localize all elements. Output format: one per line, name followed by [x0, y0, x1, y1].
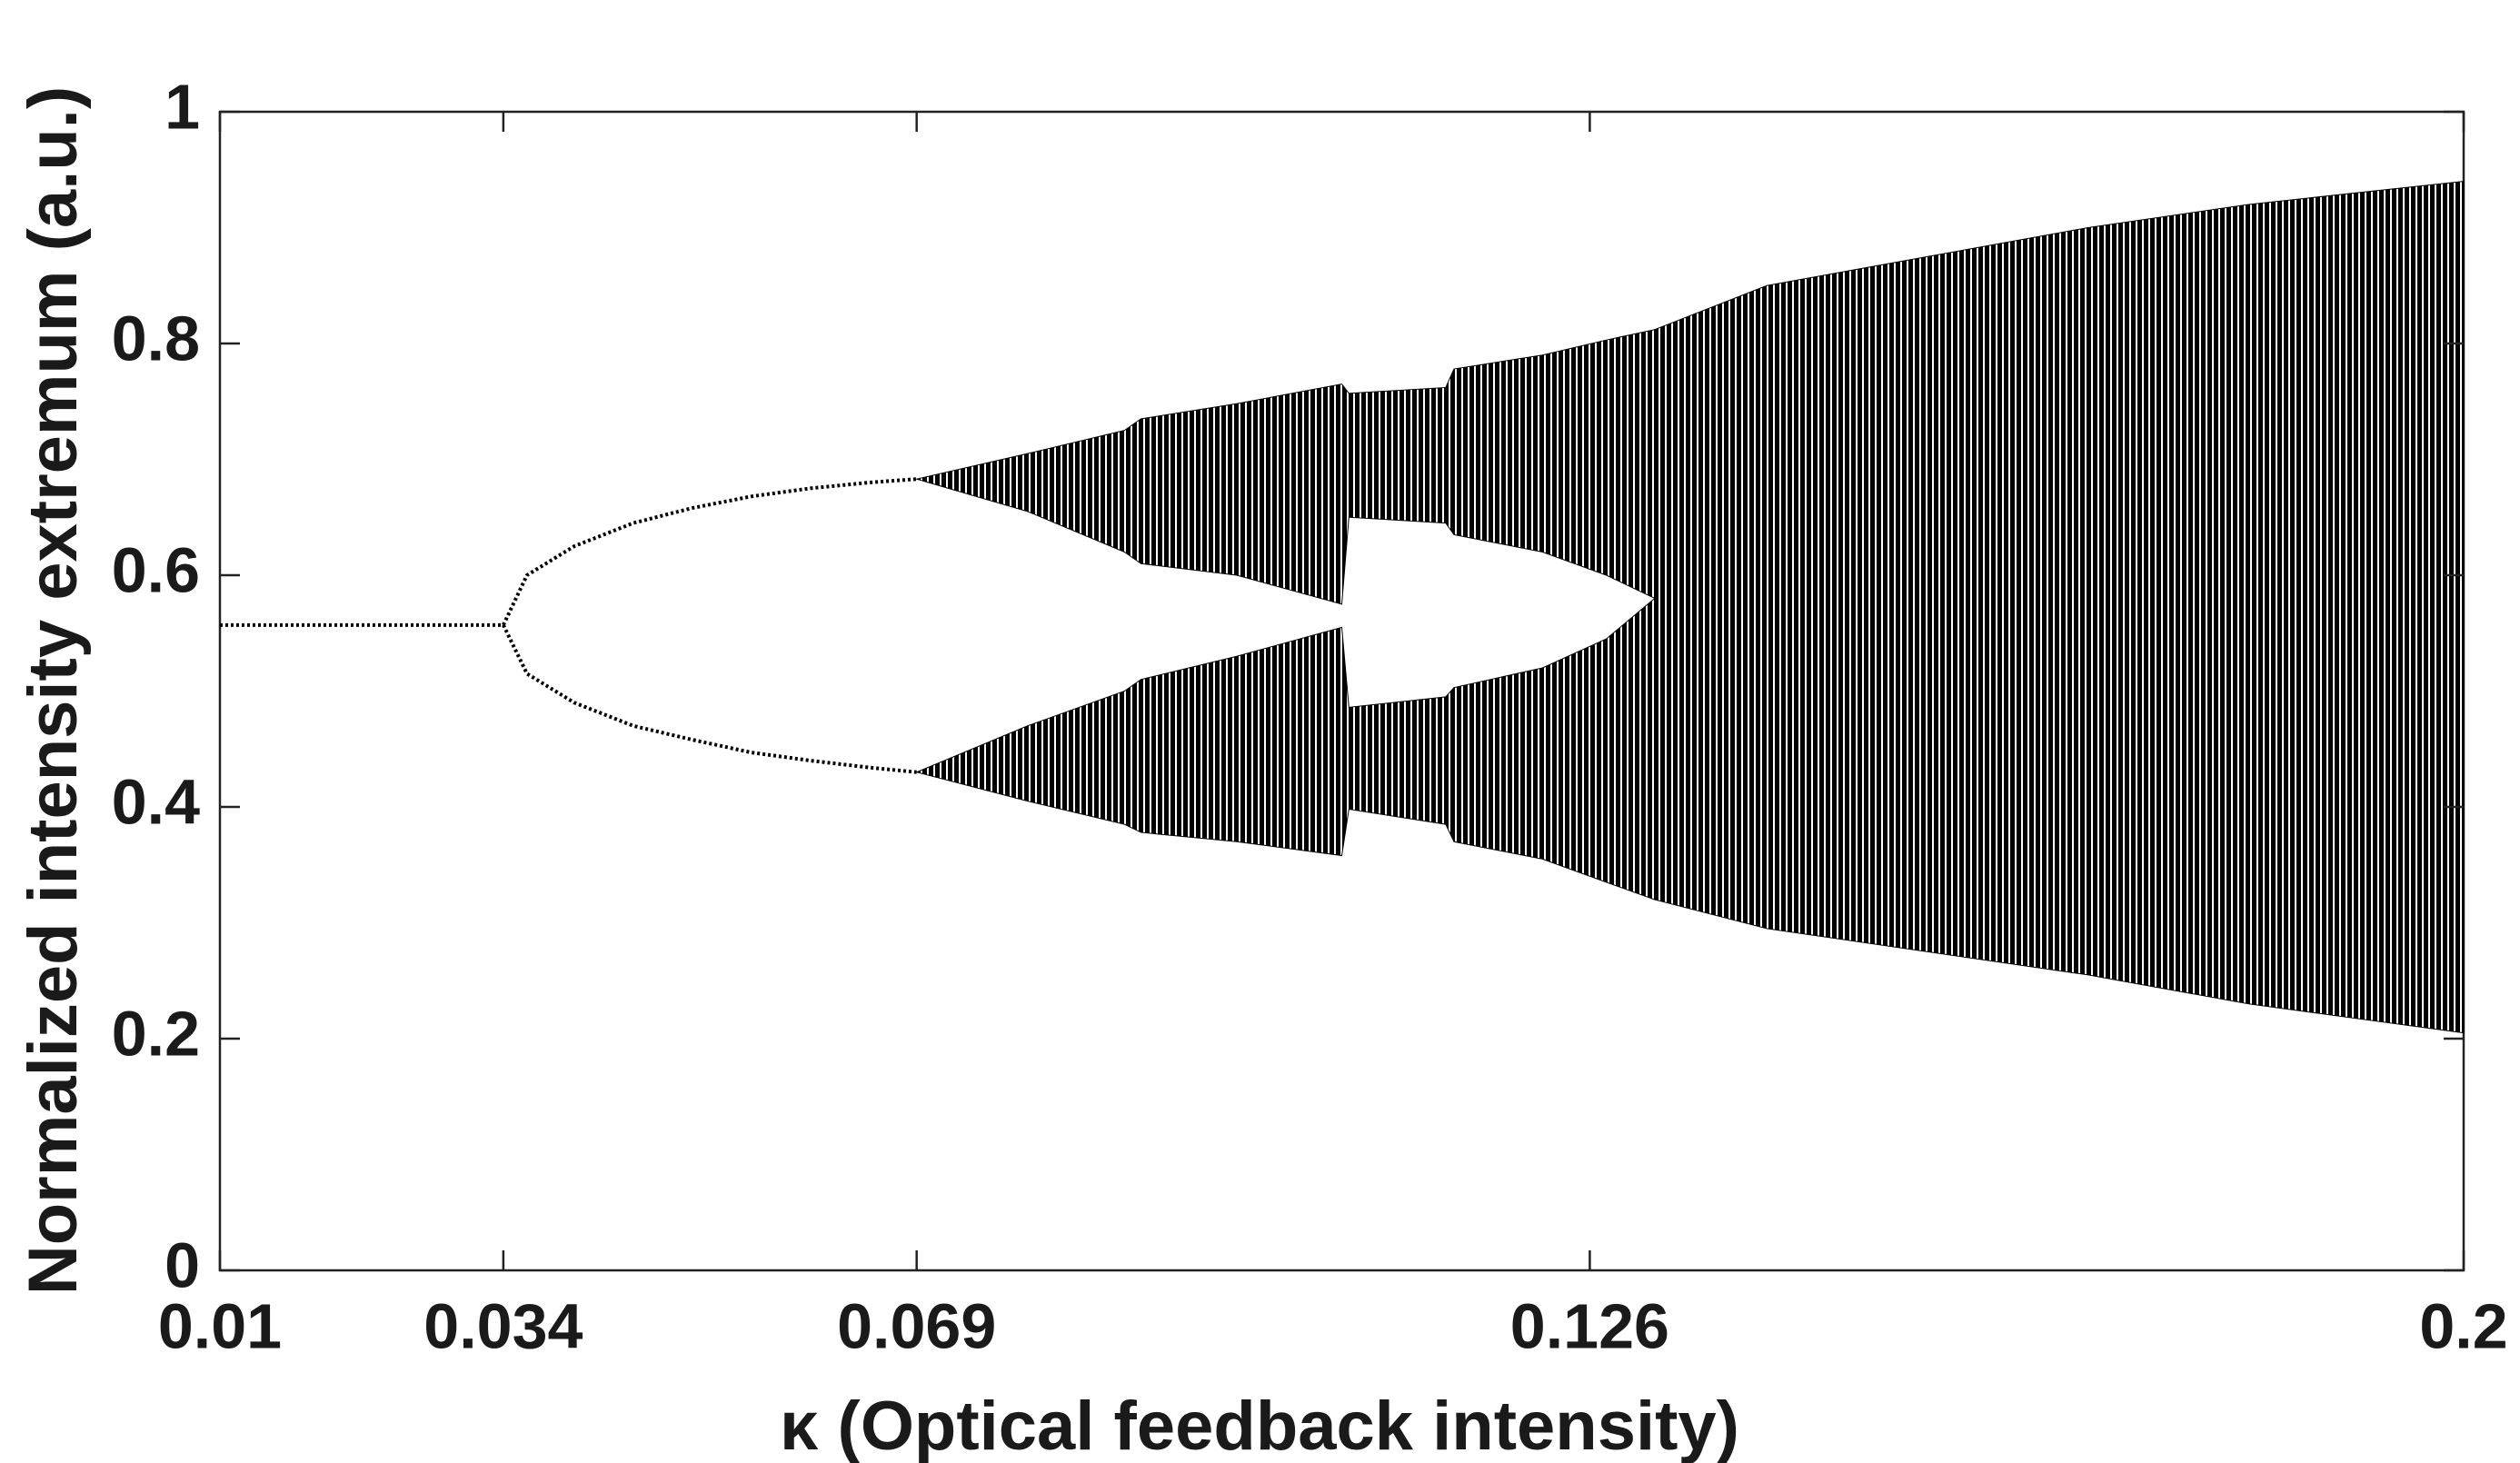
y-tick-label: 0	[164, 1229, 200, 1300]
y-tick-label: 1	[164, 71, 200, 142]
x-tick-label: 0.034	[423, 1290, 583, 1361]
x-axis-label: κ (Optical feedback intensity)	[780, 1388, 1739, 1463]
y-tick-label: 0.6	[112, 534, 200, 605]
x-tick-label: 0.126	[1510, 1290, 1669, 1361]
branch-curve	[502, 623, 917, 774]
y-tick-label: 0.2	[112, 998, 200, 1069]
y-tick-label: 0.8	[112, 303, 200, 373]
branch-curve	[502, 477, 917, 626]
x-tick-label: 0.01	[158, 1290, 282, 1361]
y-tick-label: 0.4	[112, 766, 200, 837]
chaotic-band	[1654, 180, 2465, 1034]
x-tick-label: 0.069	[837, 1290, 996, 1361]
x-tick-label: 0.2	[2419, 1290, 2507, 1361]
y-axis-label: Normalized intensity extremum (a.u.)	[15, 86, 92, 1295]
